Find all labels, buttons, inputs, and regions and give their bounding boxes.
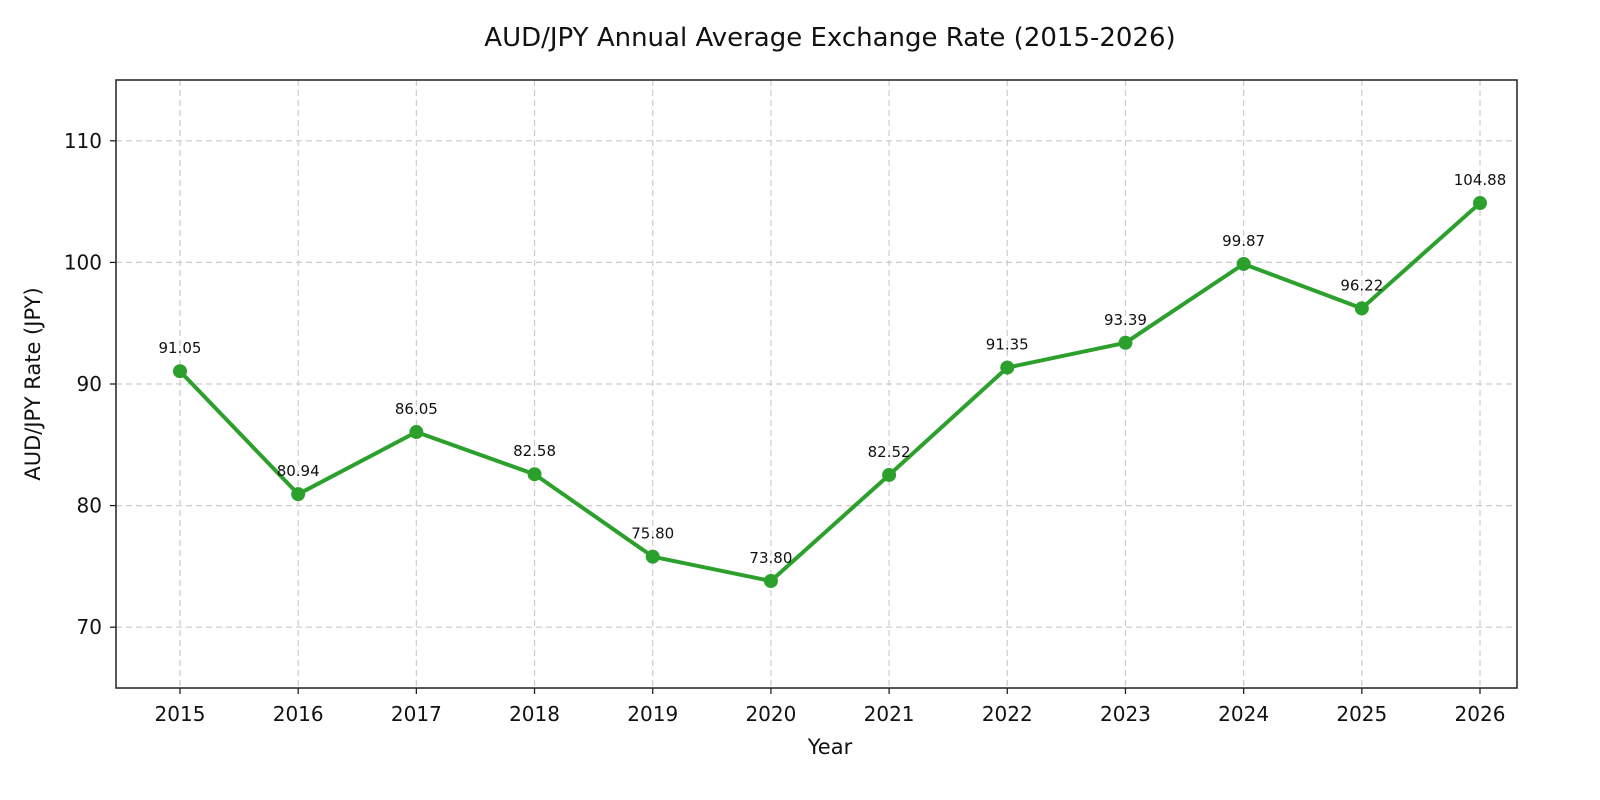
x-tick-label: 2019 (627, 702, 678, 726)
data-point (882, 467, 897, 482)
x-tick-label: 2024 (1218, 702, 1269, 726)
data-label: 73.80 (749, 549, 792, 567)
data-label: 82.52 (868, 443, 911, 461)
x-tick-label: 2022 (982, 702, 1033, 726)
data-point (409, 425, 424, 440)
data-point (1000, 360, 1015, 375)
data-label: 91.35 (986, 336, 1029, 354)
data-point (527, 467, 542, 482)
x-tick-label: 2021 (864, 702, 915, 726)
x-axis-label: Year (807, 735, 853, 759)
data-point (1354, 301, 1369, 316)
x-tick-label: 2023 (1100, 702, 1151, 726)
data-label: 99.87 (1222, 232, 1265, 250)
data-label: 93.39 (1104, 311, 1147, 329)
data-point (1118, 335, 1133, 350)
data-label: 75.80 (631, 525, 674, 543)
data-label: 86.05 (395, 400, 438, 418)
data-point (173, 364, 187, 379)
y-tick-label: 110 (64, 129, 102, 153)
y-tick-label: 90 (77, 372, 102, 396)
x-tick-label: 2025 (1336, 702, 1387, 726)
x-tick-label: 2015 (155, 702, 206, 726)
series-layer: 91.05 80.94 86.05 82.58 75.80 73.80 82.52 91.35… (159, 171, 1507, 588)
series-line (178, 201, 1482, 583)
data-label: 82.58 (513, 442, 556, 460)
x-tick-label: 2017 (391, 702, 442, 726)
data-label: 80.94 (277, 462, 320, 480)
chart-title: AUD/JPY Annual Average Exchange Rate (20… (484, 23, 1175, 53)
data-label: 104.88 (1454, 171, 1507, 189)
grid-layer (116, 80, 1517, 688)
y-tick-label: 100 (64, 250, 102, 274)
data-label: 96.22 (1340, 276, 1383, 294)
axis-ticks: 2015 2016 2017 2018 2019 2020 2021 2022 2023 2024… (64, 129, 1506, 726)
data-point (1236, 256, 1251, 271)
data-point (645, 549, 660, 564)
x-tick-label: 2026 (1455, 702, 1506, 726)
data-label: 91.05 (159, 339, 202, 357)
x-tick-label: 2016 (273, 702, 324, 726)
y-tick-label: 80 (77, 494, 102, 518)
data-point (291, 487, 306, 502)
data-point (763, 573, 778, 588)
y-axis-label: AUD/JPY Rate (JPY) (21, 287, 45, 480)
x-tick-label: 2018 (509, 702, 560, 726)
data-point (1473, 196, 1487, 211)
x-tick-label: 2020 (745, 702, 796, 726)
y-tick-label: 70 (77, 615, 102, 639)
